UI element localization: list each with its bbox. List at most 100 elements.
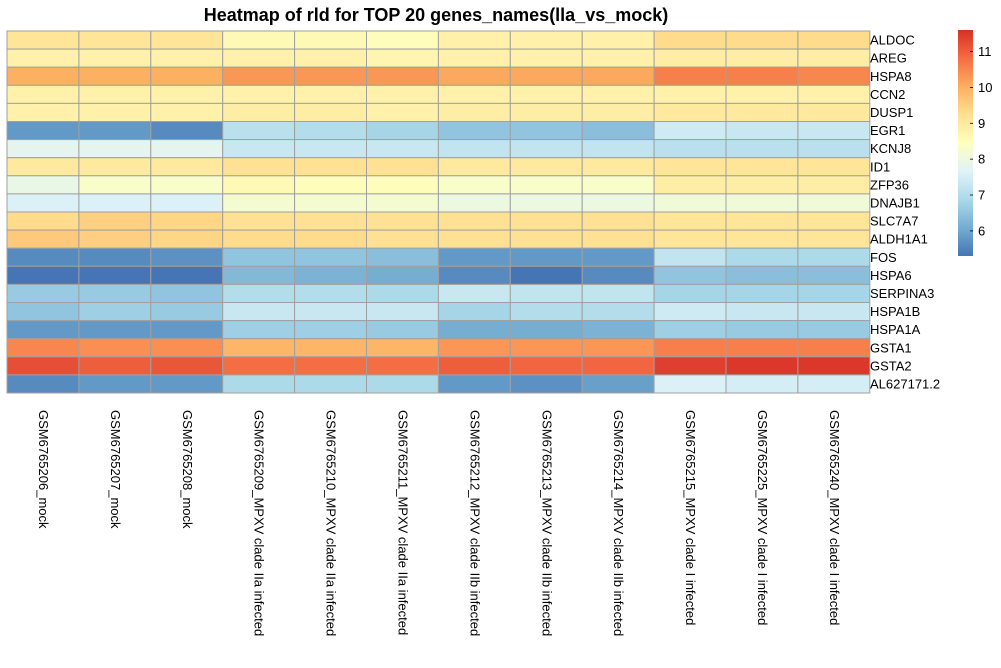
heatmap-cell xyxy=(150,66,224,86)
heatmap-cell xyxy=(581,157,655,177)
heatmap-cell xyxy=(653,356,727,376)
heatmap-cell xyxy=(797,48,871,68)
heatmap-cells xyxy=(6,30,871,394)
heatmap-cell xyxy=(78,66,152,86)
heatmap-cell xyxy=(366,66,439,86)
column-label: GSM6765210_MPXV clade IIa infected xyxy=(324,410,339,636)
heatmap-cell xyxy=(653,121,727,141)
heatmap-cell xyxy=(222,157,296,177)
heatmap-cell xyxy=(222,102,296,123)
heatmap-cell xyxy=(150,102,224,123)
heatmap-cell xyxy=(222,265,296,285)
heatmap-cell xyxy=(581,139,655,159)
heatmap-cell xyxy=(78,84,152,104)
heatmap-cell xyxy=(653,283,727,303)
heatmap-cell xyxy=(653,338,727,358)
column-label: GSM6765225_MPXV clade I infected xyxy=(755,410,770,625)
heatmap-cell xyxy=(6,102,80,123)
heatmap-cell xyxy=(150,265,224,285)
heatmap-cell xyxy=(725,139,799,159)
heatmap-cell xyxy=(78,374,152,394)
heatmap-cell xyxy=(6,157,80,177)
heatmap-cell xyxy=(150,302,224,322)
heatmap-cell xyxy=(6,374,80,394)
heatmap-cell xyxy=(653,374,727,394)
heatmap-cell xyxy=(366,229,439,249)
heatmap-cell xyxy=(366,320,439,340)
heatmap-cell xyxy=(725,374,799,394)
heatmap-cell xyxy=(797,247,871,267)
heatmap-cell xyxy=(437,338,511,358)
heatmap-cell xyxy=(6,247,80,267)
heatmap-cell xyxy=(6,265,80,285)
heatmap-cell xyxy=(725,247,799,267)
row-label: GSTA2 xyxy=(870,358,912,373)
row-label: GSTA1 xyxy=(870,340,912,355)
row-label: FOS xyxy=(870,250,897,265)
row-label: HSPA6 xyxy=(870,268,912,283)
heatmap-cell xyxy=(797,121,871,141)
heatmap-cell xyxy=(509,229,583,249)
heatmap-cell xyxy=(797,193,871,213)
heatmap-cell xyxy=(437,139,511,159)
heatmap-cell xyxy=(150,139,224,159)
legend-tick-label: 9 xyxy=(978,116,985,131)
column-label: GSM6765211_MPXV clade IIa infected xyxy=(395,410,410,635)
heatmap-cell xyxy=(653,193,727,213)
heatmap-cell xyxy=(222,283,296,303)
heatmap-cell xyxy=(222,338,296,358)
heatmap-cell xyxy=(509,84,583,104)
heatmap-cell xyxy=(437,193,511,213)
heatmap-cell xyxy=(222,30,296,50)
heatmap-cell xyxy=(581,84,655,104)
heatmap-cell xyxy=(509,283,583,303)
heatmap-cell xyxy=(437,102,511,123)
heatmap-cell xyxy=(725,320,799,340)
heatmap-cell xyxy=(222,356,296,376)
heatmap-cell xyxy=(150,175,224,195)
heatmap-cell xyxy=(222,48,296,68)
heatmap-cell xyxy=(797,283,871,303)
row-label: DNAJB1 xyxy=(870,195,920,210)
heatmap-cell xyxy=(509,157,583,177)
row-label: HSPA1A xyxy=(870,322,921,337)
heatmap-cell xyxy=(294,66,368,86)
heatmap-cell xyxy=(150,356,224,376)
column-label: GSM6765209_MPXV clade IIa infected xyxy=(252,410,267,636)
row-label: SLC7A7 xyxy=(870,214,918,229)
heatmap-cell xyxy=(653,175,727,195)
heatmap-cell xyxy=(653,102,727,123)
row-label: EGR1 xyxy=(870,123,905,138)
column-label: GSM6765206_mock xyxy=(36,410,51,529)
row-label: ID1 xyxy=(870,159,890,174)
heatmap-cell xyxy=(366,374,439,394)
heatmap-cell xyxy=(78,338,152,358)
heatmap-cell xyxy=(222,66,296,86)
heatmap-cell xyxy=(797,374,871,394)
heatmap-cell xyxy=(725,66,799,86)
heatmap-cell xyxy=(78,247,152,267)
heatmap-cell xyxy=(437,30,511,50)
heatmap-cell xyxy=(797,338,871,358)
heatmap-cell xyxy=(6,30,80,50)
heatmap-cell xyxy=(150,84,224,104)
heatmap-cell xyxy=(6,48,80,68)
heatmap-cell xyxy=(797,66,871,86)
color-legend: 6 7 8 9 10 11 xyxy=(958,30,992,256)
heatmap-cell xyxy=(366,356,439,376)
heatmap-cell xyxy=(78,48,152,68)
row-label: CCN2 xyxy=(870,87,905,102)
heatmap-cell xyxy=(78,139,152,159)
heatmap-cell xyxy=(222,175,296,195)
heatmap-cell xyxy=(366,30,439,50)
heatmap-cell xyxy=(437,229,511,249)
heatmap-cell xyxy=(222,211,296,231)
heatmap-cell xyxy=(581,302,655,322)
row-label: DUSP1 xyxy=(870,105,913,120)
heatmap-cell xyxy=(366,175,439,195)
heatmap-cell xyxy=(366,102,439,123)
heatmap-cell xyxy=(78,283,152,303)
heatmap-cell xyxy=(6,84,80,104)
heatmap-cell xyxy=(653,211,727,231)
heatmap-cell xyxy=(437,320,511,340)
